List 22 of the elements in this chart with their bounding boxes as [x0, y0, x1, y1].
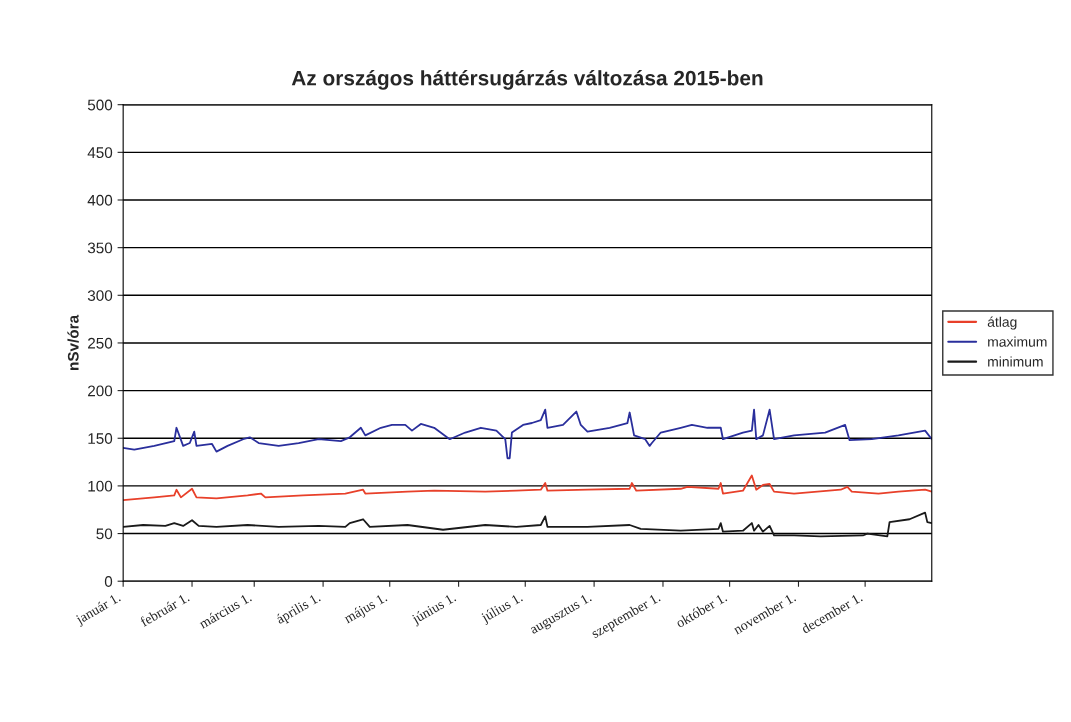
y-tick-label: 250: [88, 337, 113, 349]
legend-label: átlag: [987, 316, 1017, 330]
line-series: [123, 474, 932, 502]
x-tick-label: április 1.: [275, 592, 323, 627]
y-tick-label: 350: [87, 242, 113, 254]
legend-label: minimum: [988, 356, 1043, 367]
y-tick-label: 150: [88, 433, 113, 444]
y-tick-label: 450: [87, 147, 113, 159]
y-tick-label: 100: [88, 480, 113, 492]
chart-title: Az országos háttérsugárzás változása 2015-ben: [291, 69, 763, 90]
y-tick-label: 500: [87, 99, 113, 111]
line-series: [123, 408, 932, 460]
legend-label: maximum: [988, 336, 1047, 347]
line-series: [123, 511, 932, 538]
x-tick-label: július 1.: [479, 592, 525, 626]
y-tick-label: 300: [87, 290, 113, 301]
y-tick-label: 0: [104, 576, 113, 587]
y-axis-title: nSv/óra: [67, 314, 79, 370]
y-tick-label: 50: [96, 528, 113, 540]
y-tick-label: 400: [87, 194, 113, 206]
y-tick-label: 200: [88, 385, 113, 397]
x-tick-label: május 1.: [342, 592, 389, 626]
